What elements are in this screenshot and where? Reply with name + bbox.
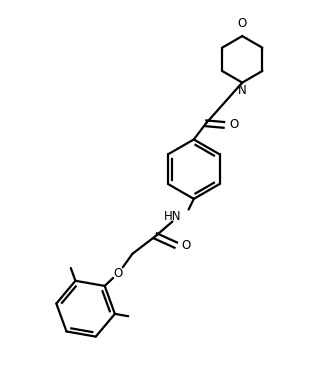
- Text: O: O: [181, 239, 190, 252]
- Text: O: O: [229, 119, 238, 131]
- Text: O: O: [238, 17, 247, 30]
- Text: N: N: [238, 84, 247, 97]
- Text: HN: HN: [164, 210, 182, 223]
- Text: O: O: [113, 267, 122, 280]
